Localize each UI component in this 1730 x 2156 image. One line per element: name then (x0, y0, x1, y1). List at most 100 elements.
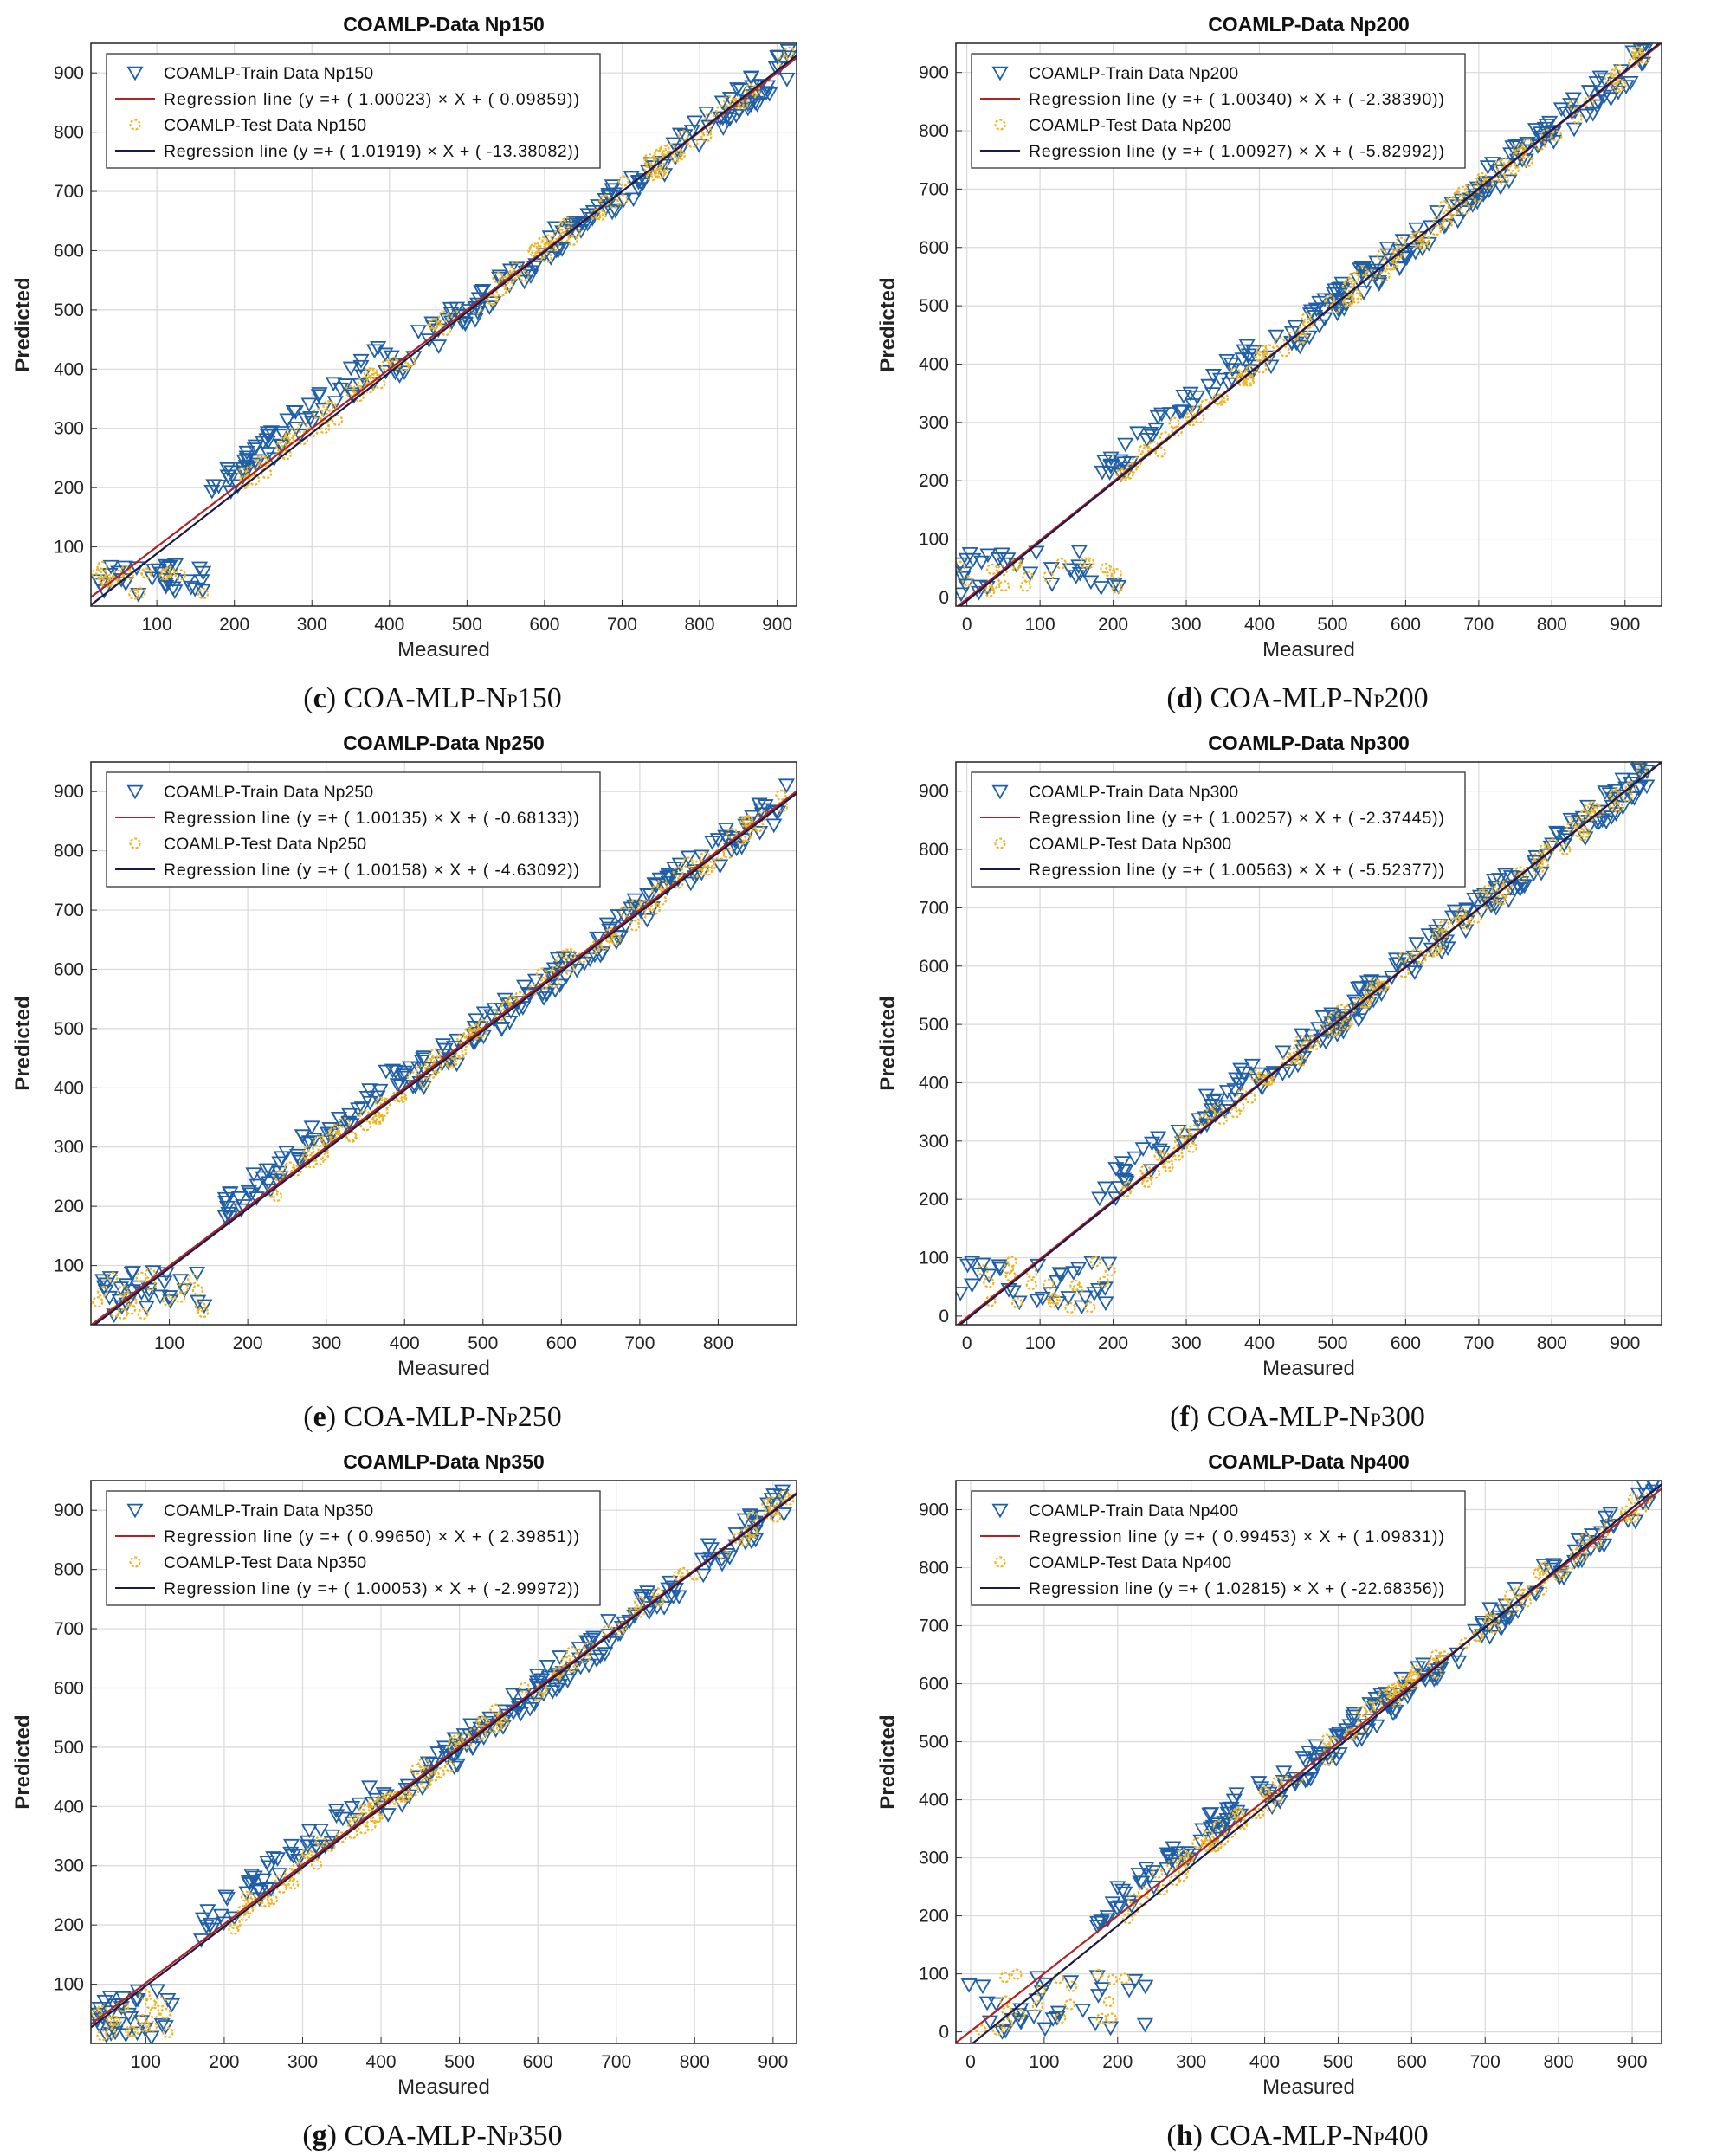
train-marker (1094, 1982, 1111, 1997)
train-marker (1036, 2022, 1054, 2037)
train-marker (1204, 369, 1222, 384)
train-marker (1311, 319, 1328, 334)
legend-entry: Regression line (y =+ ( 1.00053) × X + (… (164, 1579, 579, 1598)
test-marker (986, 563, 998, 575)
test-marker (672, 866, 684, 878)
chart-c: COAMLP-Data Np150 100 200 300 400 500 600 700 80… (11, 13, 797, 662)
test-marker (1501, 879, 1513, 891)
train-marker (1479, 160, 1496, 175)
train-marker (1137, 1979, 1154, 1995)
test-marker (107, 2014, 119, 2026)
test-marker (1441, 210, 1454, 223)
y-tick-label: 500 (919, 1015, 949, 1035)
train-marker (157, 2020, 174, 2035)
train-marker (129, 1992, 146, 2008)
legend-entry: COAMLP-Train Data Np200 (1029, 64, 1238, 83)
y-tick-label: 400 (919, 1073, 949, 1093)
test-marker (1031, 2000, 1043, 2012)
train-marker (1538, 119, 1555, 133)
x-tick-label: 200 (219, 615, 249, 635)
test-regression-line (91, 55, 797, 606)
train-marker (218, 1200, 236, 1216)
test-marker (1055, 558, 1068, 570)
test-marker (104, 2017, 116, 2029)
test-marker (1254, 351, 1266, 363)
legend-entry: Regression line (y =+ ( 0.99453) × X + (… (1029, 1527, 1444, 1546)
test-marker (97, 1285, 109, 1298)
train-marker (258, 433, 275, 449)
train-marker (712, 859, 729, 875)
y-tick-label: 500 (54, 1019, 84, 1039)
train-marker (1051, 1267, 1068, 1282)
train-marker (648, 878, 665, 894)
y-tick-label: 300 (54, 1856, 84, 1876)
tick-labels: 100 200 300 400 500 600 700 800 100 200 300 400 500 6… (54, 782, 733, 1353)
test-marker (136, 2013, 148, 2026)
test-marker (1406, 1671, 1419, 1683)
train-marker (493, 1023, 510, 1037)
legend-entry: Regression line (y =+ ( 1.00563) × X + (… (1029, 861, 1444, 880)
test-marker (322, 400, 334, 412)
test-marker (1191, 1836, 1204, 1849)
panel-e: COAMLP-Data Np250 100 200 300 400 500 600 700 80… (0, 719, 865, 1437)
train-marker (212, 1908, 229, 1924)
train-marker (1145, 1865, 1162, 1880)
train-marker (351, 1797, 368, 1812)
train-marker (987, 1997, 1005, 2012)
test-marker (1410, 1664, 1423, 1676)
x-tick-label: 500 (444, 2052, 474, 2072)
y-tick-label: 800 (919, 121, 949, 141)
test-marker (1343, 294, 1355, 306)
legend-train-marker (126, 1503, 144, 1519)
train-marker (558, 970, 575, 985)
train-marker (1374, 1690, 1391, 1706)
test-marker (1115, 468, 1127, 481)
x-tick-label: 600 (546, 1333, 577, 1353)
train-marker (384, 1063, 402, 1079)
train-marker (1076, 1290, 1094, 1306)
train-marker (162, 1294, 179, 1309)
train-marker (1614, 772, 1631, 788)
train-marker (1434, 1655, 1451, 1670)
test-marker (302, 1145, 315, 1157)
train-marker (1275, 1765, 1293, 1781)
train-marker (770, 49, 787, 65)
train-marker (1102, 2021, 1120, 2037)
test-marker (746, 1510, 758, 1522)
train-marker (279, 413, 296, 429)
train-marker (533, 1673, 551, 1688)
legend-entry: Regression line (y =+ ( 1.02815) × X + (… (1029, 1579, 1444, 1598)
test-marker (595, 209, 607, 221)
train-marker (278, 1146, 295, 1161)
train-marker (1223, 363, 1241, 378)
test-marker (91, 568, 103, 580)
y-tick-label: 900 (919, 782, 949, 802)
y-tick-label: 900 (54, 1501, 84, 1520)
test-marker (1271, 1776, 1284, 1788)
train-marker (238, 450, 255, 466)
test-marker (1005, 1256, 1017, 1268)
x-tick-label: 100 (1025, 1333, 1055, 1353)
x-axis-label: Measured (397, 2075, 490, 2099)
train-marker (1474, 1615, 1491, 1630)
legend-entry: COAMLP-Test Data Np250 (164, 835, 366, 854)
test-marker (437, 310, 449, 323)
x-tick-label: 800 (703, 1333, 733, 1353)
train-marker (481, 300, 498, 315)
train-marker (752, 803, 770, 818)
train-marker (193, 574, 210, 589)
train-marker (765, 818, 783, 834)
train-marker (996, 557, 1013, 572)
x-tick-label: 100 (154, 1333, 184, 1353)
train-marker (255, 1873, 272, 1888)
y-tick-label: 800 (919, 840, 949, 860)
train-marker (1541, 115, 1559, 131)
panel-f: COAMLP-Data Np300 0 100 200 300 400 500 600 700 8… (865, 719, 1730, 1437)
train-marker (194, 1912, 212, 1927)
train-marker (1294, 1028, 1311, 1043)
train-marker (736, 1513, 753, 1528)
test-marker (1583, 96, 1595, 108)
test-marker (1022, 571, 1034, 583)
axes-frame (90, 1480, 797, 2044)
train-marker (1607, 807, 1625, 822)
